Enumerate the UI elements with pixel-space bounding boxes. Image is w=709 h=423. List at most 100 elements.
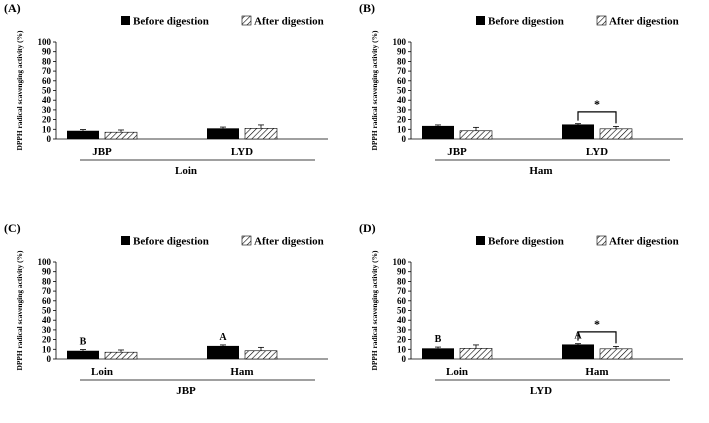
chart-panel-4: (D) Before digestion After digestion DPPH r…	[359, 221, 683, 397]
y-axis-label: DPPH radical scavenging activity (%)	[370, 250, 379, 370]
significance-letter: A	[219, 332, 227, 343]
category-label: JBP	[447, 146, 467, 158]
y-tick-label: 50	[42, 86, 52, 96]
y-tick-label: 100	[38, 37, 52, 47]
y-tick-label: 30	[42, 325, 52, 335]
legend-swatch-after	[596, 15, 607, 26]
y-tick-label: 90	[42, 267, 52, 277]
legend-label-after: After digestion	[609, 16, 679, 28]
y-tick-label: 70	[42, 66, 52, 76]
significance-bracket	[577, 331, 617, 344]
y-tick-label: 20	[397, 335, 407, 345]
y-tick-label: 100	[38, 257, 52, 267]
panel-label: (C)	[4, 221, 21, 235]
y-tick-label: 40	[397, 95, 407, 105]
y-tick-label: 30	[397, 105, 407, 115]
legend-swatch-after	[241, 15, 252, 26]
y-tick-label: 50	[42, 306, 52, 316]
bar-after-digestion	[599, 348, 633, 360]
y-tick-label: 70	[397, 66, 407, 76]
bar-after-digestion	[459, 348, 493, 360]
legend-label-before: Before digestion	[488, 236, 564, 248]
significance-bracket	[577, 111, 617, 124]
category-label: LYD	[586, 146, 608, 158]
y-tick-label: 90	[397, 47, 407, 57]
y-tick-label: 30	[42, 105, 52, 115]
legend-swatch-before	[476, 236, 485, 245]
y-tick-label: 90	[397, 267, 407, 277]
y-tick-label: 40	[397, 315, 407, 325]
chart-panel-1: (A) Before digestion After digestion DPPH r…	[4, 1, 328, 177]
legend-label-before: Before digestion	[133, 236, 209, 248]
y-tick-label: 60	[42, 76, 52, 86]
legend-swatch-after	[596, 235, 607, 246]
y-tick-label: 70	[397, 286, 407, 296]
y-tick-label: 10	[397, 124, 407, 134]
y-tick-label: 80	[397, 276, 407, 286]
y-tick-label: 0	[402, 354, 407, 364]
y-axis-label: DPPH radical scavenging activity (%)	[15, 250, 24, 370]
y-tick-label: 60	[397, 76, 407, 86]
bar-before-digestion	[422, 125, 454, 139]
category-label: JBP	[92, 146, 112, 158]
bar-after-digestion	[599, 128, 633, 140]
legend-label-before: Before digestion	[133, 16, 209, 28]
y-tick-label: 60	[42, 296, 52, 306]
y-tick-label: 100	[393, 257, 407, 267]
bar-before-digestion	[67, 130, 99, 139]
significance-mark: *	[594, 97, 600, 111]
group-label: LYD	[530, 385, 552, 397]
bar-after-digestion	[104, 351, 138, 360]
bar-before-digestion	[207, 128, 239, 139]
y-tick-label: 0	[402, 134, 407, 144]
y-tick-label: 10	[42, 344, 52, 354]
y-axis-label: DPPH radical scavenging activity (%)	[15, 30, 24, 150]
panel-label: (B)	[359, 1, 375, 15]
y-axis-label: DPPH radical scavenging activity (%)	[370, 30, 379, 150]
significance-letter: B	[435, 334, 442, 345]
legend-swatch-after	[241, 235, 252, 246]
y-tick-label: 100	[393, 37, 407, 47]
group-label: JBP	[176, 385, 196, 397]
y-tick-label: 80	[397, 56, 407, 66]
bar-after-digestion	[459, 130, 493, 140]
bar-before-digestion	[207, 345, 239, 359]
legend-swatch-before	[121, 16, 130, 25]
y-tick-label: 80	[42, 56, 52, 66]
panel-label: (A)	[4, 1, 21, 15]
y-tick-label: 0	[47, 134, 52, 144]
y-tick-label: 0	[47, 354, 52, 364]
y-tick-label: 70	[42, 286, 52, 296]
category-label: LYD	[231, 146, 253, 158]
bar-after-digestion	[244, 350, 278, 360]
y-tick-label: 50	[397, 86, 407, 96]
y-tick-label: 80	[42, 276, 52, 286]
bar-before-digestion	[562, 344, 594, 359]
bar-after-digestion	[104, 131, 138, 140]
y-tick-label: 60	[397, 296, 407, 306]
legend-label-after: After digestion	[254, 236, 324, 248]
significance-letter: B	[80, 337, 87, 348]
chart-panel-3: (C) Before digestion After digestion DPPH r…	[4, 221, 328, 397]
group-label: Ham	[529, 165, 552, 177]
chart-panel-2: (B) Before digestion After digestion DPPH r…	[359, 1, 683, 177]
y-tick-label: 40	[42, 95, 52, 105]
y-tick-label: 50	[397, 306, 407, 316]
significance-mark: *	[594, 317, 600, 331]
group-label: Loin	[175, 165, 197, 177]
legend-label-before: Before digestion	[488, 16, 564, 28]
category-label: Ham	[230, 366, 253, 378]
y-tick-label: 20	[42, 335, 52, 345]
legend-label-after: After digestion	[609, 236, 679, 248]
bar-before-digestion	[562, 124, 594, 139]
bar-before-digestion	[422, 348, 454, 359]
category-label: Ham	[585, 366, 608, 378]
y-tick-label: 40	[42, 315, 52, 325]
y-tick-label: 90	[42, 47, 52, 57]
y-tick-label: 10	[42, 124, 52, 134]
y-tick-label: 30	[397, 325, 407, 335]
legend-swatch-before	[121, 236, 130, 245]
y-tick-label: 20	[397, 115, 407, 125]
panel-label: (D)	[359, 221, 376, 235]
